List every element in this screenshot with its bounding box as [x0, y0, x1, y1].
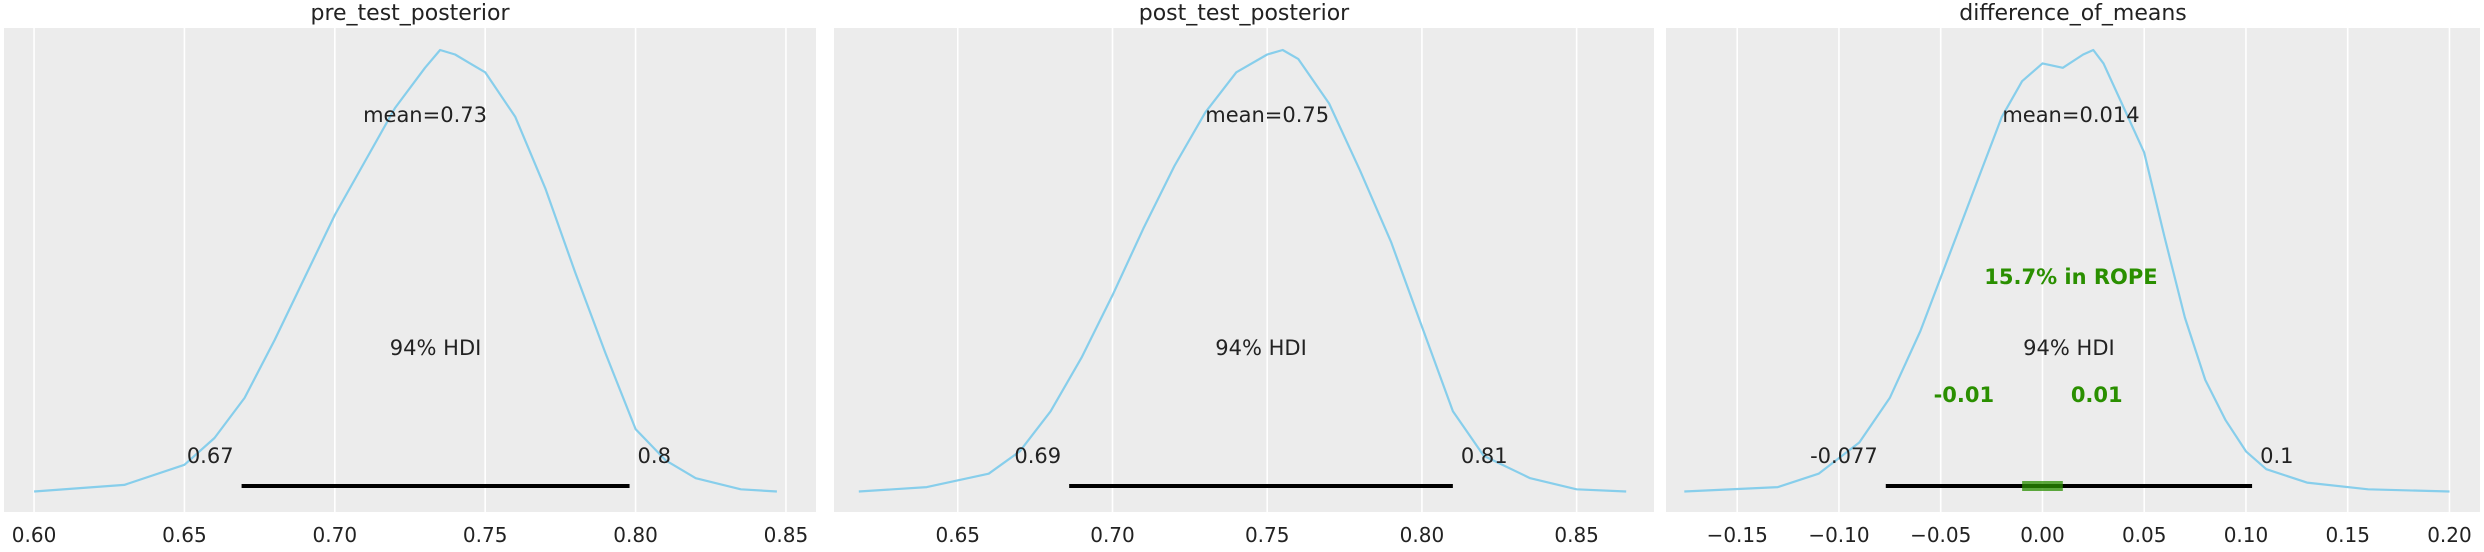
- rope-high-label: 0.01: [2071, 383, 2123, 407]
- x-tick-label: 0.75: [1245, 523, 1290, 547]
- panel-3: −0.15 −0.10 −0.05 0.00 0.05 0.10 0.15 0.20 diffe…: [1666, 1, 2480, 547]
- hdi-label: 94% HDI: [2023, 336, 2115, 360]
- x-tick-label: 0.65: [936, 523, 981, 547]
- x-tick-label: 0.05: [2122, 523, 2167, 547]
- x-tick-label: 0.75: [463, 523, 508, 547]
- hdi-low-label: 0.67: [187, 444, 234, 468]
- mean-label: mean=0.014: [2002, 103, 2139, 127]
- chart-title: pre_test_posterior: [310, 1, 510, 26]
- chart-title: post_test_posterior: [1139, 1, 1350, 26]
- plot-area: [1666, 28, 2480, 512]
- hdi-label: 94% HDI: [390, 336, 482, 360]
- density-line: [34, 48, 777, 493]
- hdi-high-label: 0.81: [1461, 444, 1508, 468]
- x-tick-label: 0.85: [764, 523, 809, 547]
- hdi-low-label: -0.077: [1810, 444, 1878, 468]
- panel-1: 0.60 0.65 0.70 0.75 0.80 0.85 pre_test_posteri…: [4, 1, 816, 547]
- x-tick-label: 0.10: [2224, 523, 2269, 547]
- chart-title: difference_of_means: [1959, 1, 2187, 26]
- x-tick-label: −0.10: [1808, 523, 1869, 547]
- x-tick-label: 0.00: [2020, 523, 2065, 547]
- x-tick-label: 0.80: [1400, 523, 1445, 547]
- x-tick-label: 0.70: [1090, 523, 1135, 547]
- hdi-label: 94% HDI: [1215, 336, 1307, 360]
- hdi-high-label: 0.1: [2260, 444, 2293, 468]
- x-tick-label: 0.60: [12, 523, 57, 547]
- mean-label: mean=0.73: [363, 103, 487, 127]
- density-line: [1684, 48, 2450, 493]
- hdi-low-label: 0.69: [1014, 444, 1061, 468]
- hdi-high-label: 0.8: [638, 444, 671, 468]
- rope-low-label: -0.01: [1934, 383, 1995, 407]
- rope-label: 15.7% in ROPE: [1984, 265, 2157, 289]
- x-tick-label: 0.65: [162, 523, 207, 547]
- plot-area: [834, 28, 1654, 512]
- x-tick-label: 0.70: [313, 523, 358, 547]
- x-tick-label: −0.05: [1910, 523, 1971, 547]
- panel-2: 0.65 0.70 0.75 0.80 0.85 post_test_posteriorm…: [834, 1, 1654, 547]
- x-tick-label: 0.80: [613, 523, 658, 547]
- plot-area: [4, 28, 816, 512]
- mean-label: mean=0.75: [1205, 103, 1329, 127]
- x-tick-label: 0.20: [2427, 523, 2472, 547]
- x-tick-label: −0.15: [1707, 523, 1768, 547]
- density-line: [858, 48, 1627, 493]
- x-tick-label: 0.15: [2325, 523, 2370, 547]
- x-tick-label: 0.85: [1554, 523, 1599, 547]
